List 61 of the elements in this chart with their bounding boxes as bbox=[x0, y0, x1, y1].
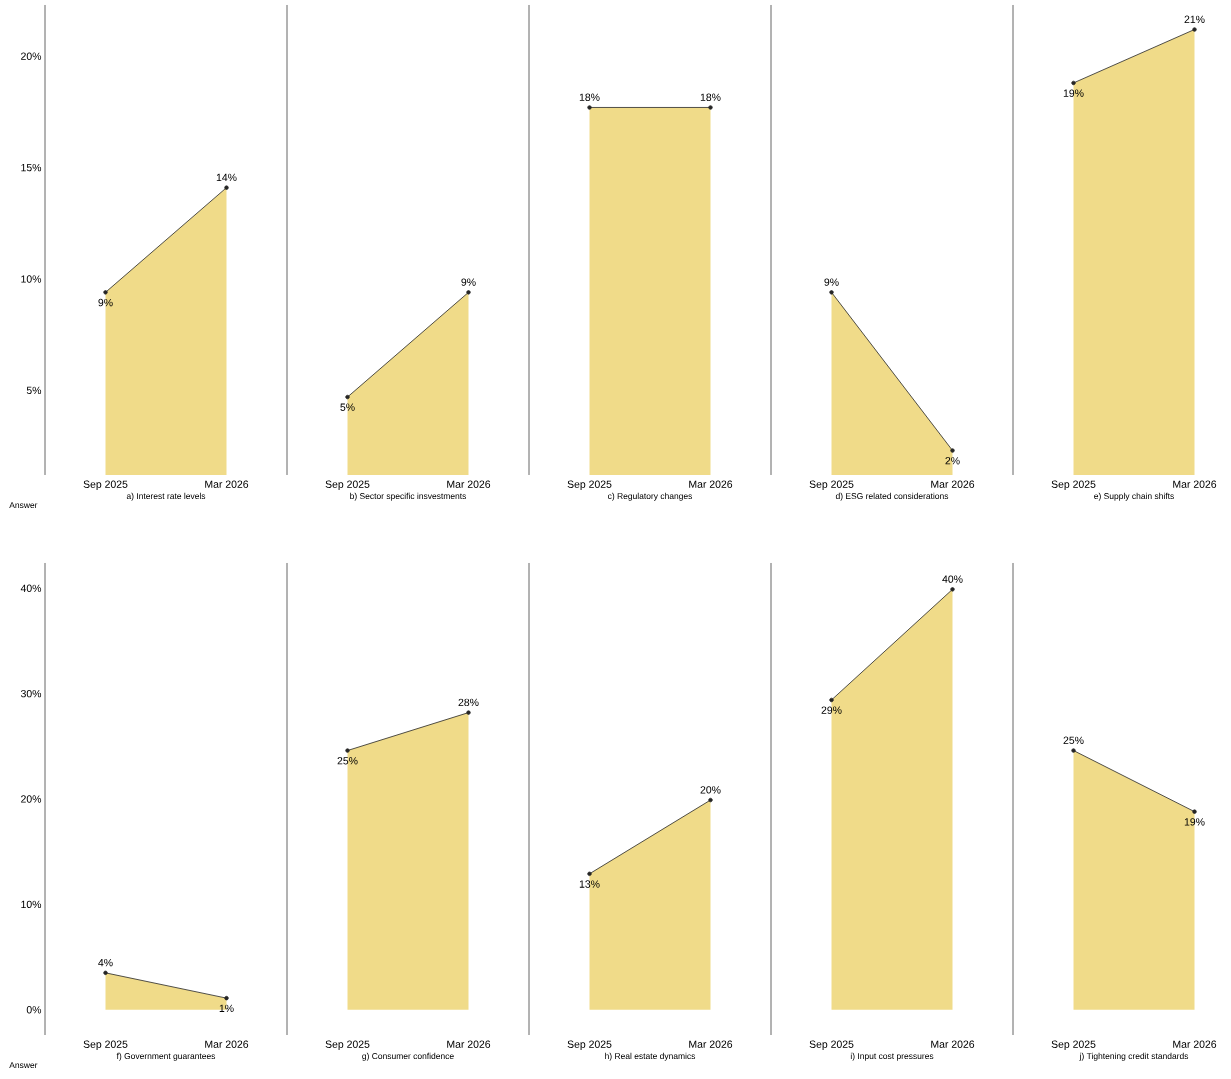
data-label: 4% bbox=[98, 959, 113, 967]
x-tick-label: Sep 2025 bbox=[83, 480, 128, 490]
data-label: 29% bbox=[821, 706, 842, 714]
data-label: 1% bbox=[219, 1004, 234, 1012]
x-axis-title: i) Input cost pressures bbox=[850, 1052, 934, 1061]
x-tick-label: Sep 2025 bbox=[325, 1040, 370, 1050]
x-tick-label: Sep 2025 bbox=[325, 480, 370, 490]
x-axis-title: c) Regulatory changes bbox=[608, 492, 693, 501]
x-tick-label: Sep 2025 bbox=[1051, 1040, 1096, 1050]
data-label: 20% bbox=[700, 786, 721, 794]
data-label: 9% bbox=[824, 278, 839, 286]
x-tick-label: Mar 2026 bbox=[931, 480, 975, 488]
x-tick-label: Sep 2025 bbox=[809, 1040, 854, 1050]
text: Answer bbox=[9, 1062, 38, 1069]
x-tick-label: Sep 2025 bbox=[567, 1040, 612, 1050]
y-tick-label: 10% bbox=[21, 275, 42, 283]
data-label: 2% bbox=[945, 457, 960, 465]
x-tick-label: Mar 2026 bbox=[1173, 1040, 1217, 1048]
x-tick-label: Mar 2026 bbox=[1173, 480, 1217, 488]
data-label: 28% bbox=[458, 698, 479, 707]
x-tick-label: Sep 2025 bbox=[1051, 480, 1096, 490]
x-tick-label: Sep 2025 bbox=[567, 480, 612, 490]
y-tick-label: 20% bbox=[21, 795, 42, 803]
x-axis-title: g) Consumer confidence bbox=[362, 1052, 454, 1061]
x-axis-title: b) Sector specific insvestments bbox=[350, 492, 467, 501]
x-tick-label: Mar 2026 bbox=[447, 1040, 491, 1048]
data-label: 19% bbox=[1063, 89, 1084, 97]
data-label: 18% bbox=[700, 93, 721, 101]
data-label: 40% bbox=[942, 575, 963, 583]
y-tick-label: 5% bbox=[26, 386, 42, 395]
y-tick-label: 30% bbox=[20, 689, 42, 698]
data-label: 14% bbox=[216, 173, 237, 182]
x-axis-title: e) Supply chain shifts bbox=[1094, 492, 1174, 501]
x-tick-label: Mar 2026 bbox=[205, 480, 249, 488]
text: Answer bbox=[9, 502, 38, 509]
data-label: 25% bbox=[1063, 736, 1084, 745]
data-label: 18% bbox=[579, 93, 600, 101]
x-tick-label: Sep 2025 bbox=[809, 480, 854, 490]
x-axis-title: f) Government guarantees bbox=[116, 1052, 216, 1061]
data-label: 9% bbox=[461, 278, 476, 286]
x-tick-label: Sep 2025 bbox=[83, 1040, 128, 1050]
x-axis-title: j) Tightening credit standards bbox=[1079, 1052, 1189, 1061]
x-axis-title: d) ESG related considerations bbox=[835, 492, 949, 501]
data-label: 13% bbox=[579, 880, 600, 888]
data-label: 21% bbox=[1184, 15, 1205, 23]
y-tick-label: 40% bbox=[20, 584, 42, 592]
x-tick-label: Mar 2026 bbox=[447, 480, 491, 488]
data-label: 19% bbox=[1184, 818, 1205, 826]
x-tick-label: Mar 2026 bbox=[689, 1040, 733, 1048]
y-tick-label: 10% bbox=[21, 900, 42, 909]
x-tick-label: Mar 2026 bbox=[205, 1040, 249, 1048]
data-label: 9% bbox=[98, 298, 113, 307]
y-tick-label: 20% bbox=[21, 52, 42, 60]
x-axis-title: h) Real estate dynamics bbox=[605, 1052, 696, 1061]
data-label: 25% bbox=[337, 757, 358, 765]
data-label: 5% bbox=[340, 403, 355, 411]
x-axis-title: a) Interest rate levels bbox=[126, 492, 206, 501]
x-tick-label: Mar 2026 bbox=[689, 480, 733, 488]
x-tick-label: Mar 2026 bbox=[931, 1040, 975, 1048]
y-tick-label: 0% bbox=[26, 1006, 42, 1014]
y-tick-label: 15% bbox=[21, 163, 42, 172]
